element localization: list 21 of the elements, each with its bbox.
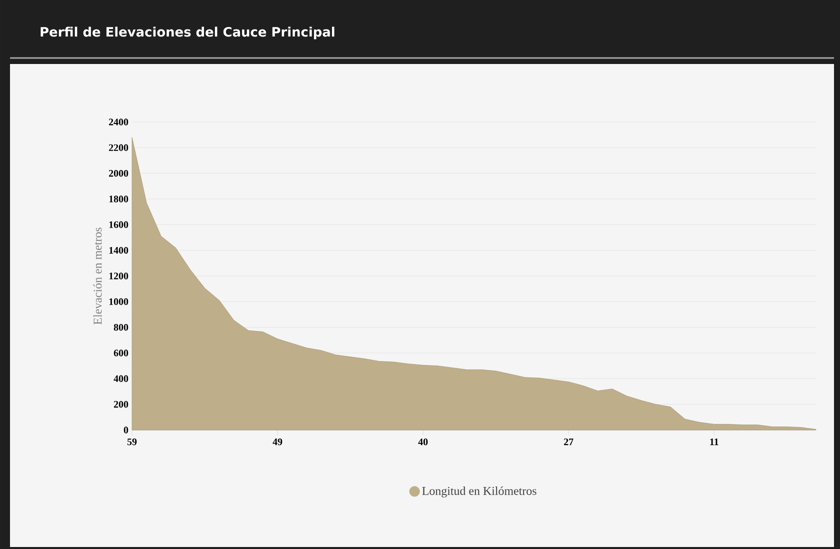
y-tick-label: 1800 [109, 196, 128, 202]
y-tick-label: 600 [114, 350, 128, 356]
y-tick-label: 0 [124, 426, 128, 434]
x-tick-label: 40 [418, 438, 428, 446]
x-tick-label: 49 [272, 438, 282, 446]
y-tick-label: 1200 [109, 272, 128, 280]
y-tick-label: 2000 [108, 170, 128, 177]
x-tick-label: 59 [127, 438, 137, 446]
y-tick-label: 1600 [109, 221, 128, 228]
y-tick-label: 800 [114, 324, 128, 331]
y-tick-label: 400 [114, 375, 128, 382]
chart-title: Perfil de Elevaciones del Cauce Principal [40, 26, 334, 40]
y-axis-title: Elevación en metros [93, 228, 102, 324]
y-tick-label: 2200 [108, 144, 128, 152]
y-tick-label: 200 [114, 400, 128, 408]
y-tick-label: 2400 [108, 118, 128, 126]
y-tick-label: 1400 [109, 246, 128, 254]
y-tick-label: 1000 [109, 298, 128, 306]
x-tick-label: 27 [564, 438, 574, 446]
x-tick-label: 11 [710, 438, 718, 446]
legend-label: Longitud en Kilómetros [422, 486, 536, 498]
